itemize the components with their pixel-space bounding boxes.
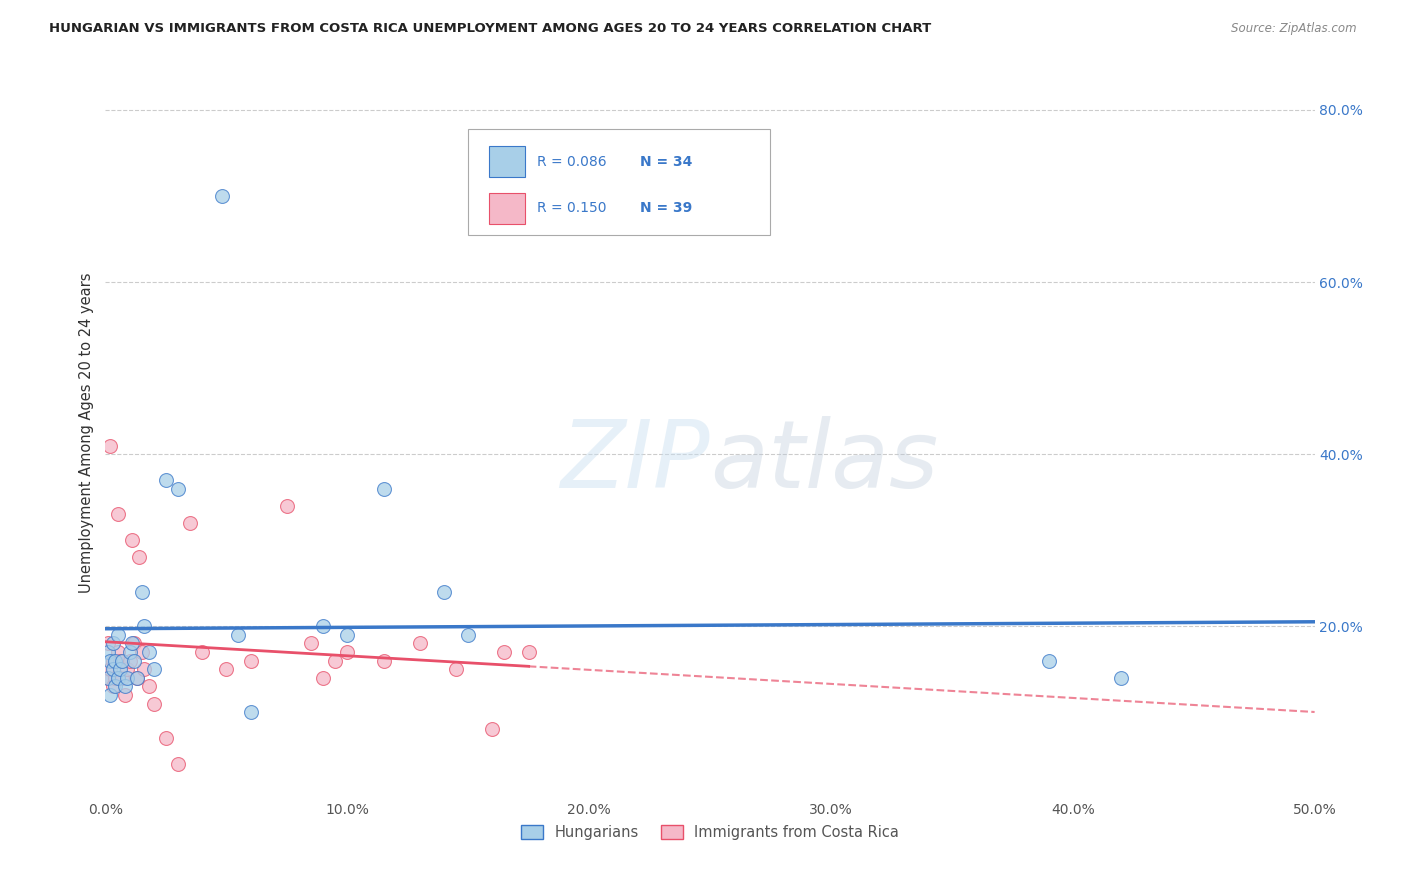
Point	[115, 662, 138, 676]
Point	[299, 636, 322, 650]
Point	[323, 654, 346, 668]
Point	[211, 189, 233, 203]
Point	[312, 671, 335, 685]
Point	[124, 636, 146, 650]
FancyBboxPatch shape	[489, 146, 524, 178]
Point	[312, 619, 335, 633]
Point	[373, 654, 395, 668]
Point	[134, 619, 156, 633]
Point	[108, 662, 131, 676]
Point	[228, 628, 250, 642]
Point	[457, 628, 479, 642]
Point	[409, 636, 432, 650]
Point	[98, 438, 121, 452]
Text: R = 0.086: R = 0.086	[537, 155, 607, 169]
Point	[98, 662, 121, 676]
Y-axis label: Unemployment Among Ages 20 to 24 years: Unemployment Among Ages 20 to 24 years	[79, 272, 94, 593]
Point	[131, 645, 153, 659]
Point	[125, 671, 148, 685]
Point	[336, 645, 359, 659]
Point	[517, 645, 540, 659]
Point	[167, 482, 190, 496]
Point	[179, 516, 201, 530]
Point	[97, 645, 120, 659]
Point	[191, 645, 214, 659]
Text: ZIP: ZIP	[561, 417, 710, 508]
Point	[111, 671, 134, 685]
Point	[101, 636, 124, 650]
Point	[124, 654, 146, 668]
Text: atlas: atlas	[710, 417, 938, 508]
Point	[121, 533, 143, 548]
Point	[373, 482, 395, 496]
Point	[107, 508, 129, 522]
Point	[101, 654, 124, 668]
Point	[97, 636, 120, 650]
Point	[128, 550, 150, 565]
Point	[107, 628, 129, 642]
Point	[97, 671, 120, 685]
Legend: Hungarians, Immigrants from Costa Rica: Hungarians, Immigrants from Costa Rica	[515, 819, 905, 846]
Point	[98, 688, 121, 702]
FancyBboxPatch shape	[468, 129, 770, 235]
Point	[107, 645, 129, 659]
Point	[336, 628, 359, 642]
Point	[239, 706, 262, 720]
Point	[142, 697, 165, 711]
Point	[433, 584, 456, 599]
Point	[97, 671, 120, 685]
Point	[111, 654, 134, 668]
Text: HUNGARIAN VS IMMIGRANTS FROM COSTA RICA UNEMPLOYMENT AMONG AGES 20 TO 24 YEARS C: HUNGARIAN VS IMMIGRANTS FROM COSTA RICA …	[49, 22, 931, 36]
Point	[108, 654, 131, 668]
Point	[121, 636, 143, 650]
Point	[155, 731, 177, 745]
Text: R = 0.150: R = 0.150	[537, 202, 606, 215]
Point	[101, 662, 124, 676]
Point	[118, 654, 141, 668]
Point	[114, 680, 136, 694]
FancyBboxPatch shape	[489, 193, 524, 224]
Point	[104, 671, 127, 685]
Point	[114, 688, 136, 702]
Point	[481, 723, 503, 737]
Point	[104, 654, 127, 668]
Point	[155, 473, 177, 487]
Point	[276, 499, 298, 513]
Point	[1109, 671, 1132, 685]
Point	[444, 662, 467, 676]
Point	[101, 680, 124, 694]
Point	[215, 662, 238, 676]
Point	[98, 654, 121, 668]
Point	[134, 662, 156, 676]
Point	[138, 645, 160, 659]
Point	[125, 671, 148, 685]
Point	[115, 671, 138, 685]
Point	[107, 671, 129, 685]
Point	[138, 680, 160, 694]
Text: Source: ZipAtlas.com: Source: ZipAtlas.com	[1232, 22, 1357, 36]
Point	[131, 584, 153, 599]
Point	[1038, 654, 1060, 668]
Point	[167, 756, 190, 771]
Point	[239, 654, 262, 668]
Point	[104, 680, 127, 694]
Point	[494, 645, 516, 659]
Point	[118, 645, 141, 659]
Text: N = 39: N = 39	[640, 202, 692, 215]
Point	[142, 662, 165, 676]
Text: N = 34: N = 34	[640, 155, 692, 169]
